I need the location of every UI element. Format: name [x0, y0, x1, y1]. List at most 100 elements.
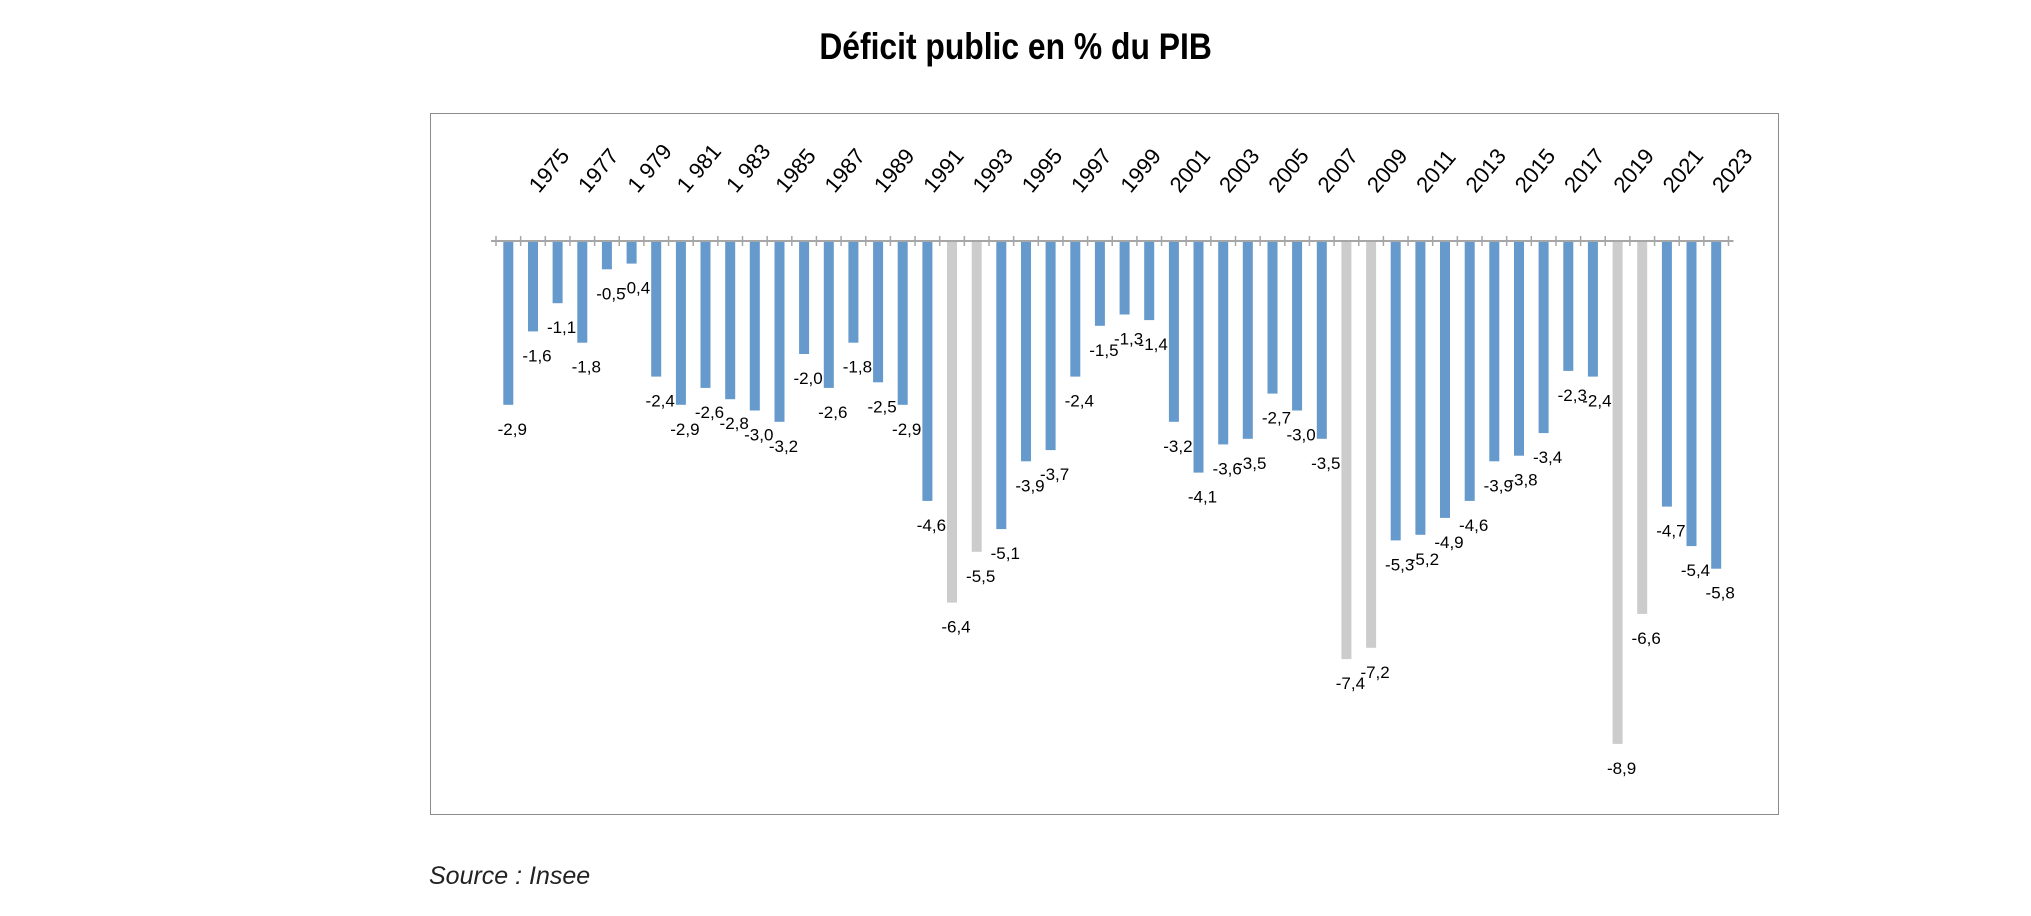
data-label-1978: -0,5: [596, 284, 625, 303]
x-tick-label: 1977: [573, 144, 624, 198]
bar-1989: [873, 241, 884, 383]
bar-1983: [725, 241, 736, 400]
x-tick-label: 1995: [1017, 144, 1068, 198]
x-tick-label: 1989: [869, 144, 920, 198]
x-tick-label: 2017: [1559, 144, 1610, 198]
bar-2020: [1637, 241, 1648, 614]
x-tick-label: 1993: [967, 144, 1018, 198]
bar-1974: [503, 241, 514, 405]
bar-2000: [1144, 241, 1155, 321]
data-label-1993: -5,5: [966, 567, 995, 586]
x-tick-label: 1985: [770, 144, 821, 198]
bar-2018: [1587, 241, 1598, 377]
bar-2007: [1316, 241, 1327, 439]
bar-1990: [897, 241, 908, 405]
bar-2021: [1661, 241, 1672, 507]
data-label-2006: -3,0: [1286, 426, 1315, 445]
data-label-2007: -3,5: [1311, 454, 1340, 473]
x-tick-label: 2007: [1312, 144, 1363, 198]
x-tick-label: 2001: [1165, 144, 1216, 198]
data-label-2001: -3,2: [1163, 437, 1192, 456]
bar-1995: [1021, 241, 1031, 462]
bar-2011: [1415, 241, 1426, 535]
data-label-1983: -2,8: [720, 414, 749, 433]
x-tick-label: 2013: [1460, 144, 1511, 198]
data-label-1999: -1,3: [1114, 329, 1143, 348]
data-label-1991: -4,6: [917, 516, 946, 535]
x-tick-label: 1991: [918, 144, 969, 198]
bar-1987: [823, 241, 834, 388]
bar-2022: [1686, 241, 1697, 547]
data-label-1977: -1,8: [572, 358, 601, 377]
data-label-2000: -1,4: [1139, 335, 1168, 354]
bar-2014: [1489, 241, 1500, 462]
bar-1977: [577, 241, 588, 343]
bar-2001: [1168, 241, 1179, 422]
data-label-1989: -2,5: [867, 397, 896, 416]
bar-2023: [1711, 241, 1722, 569]
data-label-1995: -3,9: [1015, 476, 1044, 495]
data-label-1998: -1,5: [1089, 341, 1118, 360]
data-label-2023: -5,8: [1706, 584, 1735, 603]
data-label-2004: -3,5: [1237, 454, 1266, 473]
chart-frame: 1975 1977 1 979 1 981 1 983 1985 1987 1989 1991 1…: [430, 113, 1779, 815]
bar-1975: [528, 241, 538, 332]
bar-2005: [1267, 241, 1278, 394]
bar-2012: [1440, 241, 1450, 518]
bar-2016: [1538, 241, 1549, 434]
data-label-2015: -3,8: [1508, 471, 1537, 490]
bar-1978: [601, 241, 612, 270]
data-label-1982: -2,6: [695, 403, 724, 422]
data-label-2010: -5,3: [1385, 555, 1414, 574]
data-label-1984: -3,0: [744, 426, 773, 445]
bar-2004: [1242, 241, 1253, 439]
x-tick-label: 1997: [1066, 144, 1117, 198]
x-tick-label: 2015: [1510, 144, 1561, 198]
data-label-1997: -2,4: [1065, 392, 1094, 411]
data-label-1986: -2,0: [793, 369, 822, 388]
data-label-2022: -5,4: [1681, 561, 1710, 580]
x-tick-label: 2011: [1411, 145, 1461, 197]
data-label-2016: -3,4: [1533, 448, 1562, 467]
data-label-2002: -4,1: [1188, 488, 1217, 507]
data-label-1994: -5,1: [991, 544, 1020, 563]
data-label-1975: -1,6: [522, 346, 551, 365]
data-label-2003: -3,6: [1213, 459, 1242, 478]
bar-1982: [700, 241, 711, 388]
data-label-1992: -6,4: [941, 618, 970, 637]
data-label-1987: -2,6: [818, 403, 847, 422]
data-label-2014: -3,9: [1484, 476, 1513, 495]
data-label-1981: -2,9: [670, 420, 699, 439]
x-tick-label: 2021: [1658, 144, 1709, 198]
data-label-1976: -1,1: [547, 318, 576, 337]
x-tick-label: 1 979: [622, 139, 677, 197]
bar-1993: [971, 241, 982, 552]
data-label-2020: -6,6: [1632, 629, 1661, 648]
bar-1999: [1119, 241, 1130, 315]
x-tick-label: 2003: [1214, 144, 1265, 198]
data-label-1988: -1,8: [843, 358, 872, 377]
data-label-1979: -0,4: [621, 279, 650, 298]
chart-source: Source : Insee: [429, 862, 591, 890]
data-label-2012: -4,9: [1434, 533, 1463, 552]
bar-1981: [675, 241, 686, 405]
bar-2003: [1218, 241, 1229, 445]
x-tick-label: 1 983: [721, 139, 776, 197]
x-tick-label: 2005: [1263, 144, 1314, 198]
bar-1986: [799, 241, 810, 354]
data-label-2017: -2,3: [1558, 386, 1587, 405]
x-tick-label: 1 981: [672, 139, 727, 197]
data-label-2009: -7,2: [1360, 663, 1389, 682]
bar-1984: [749, 241, 760, 411]
bar-2008: [1341, 241, 1352, 660]
data-label-1980: -2,4: [646, 392, 675, 411]
bar-1994: [996, 241, 1007, 530]
bar-2009: [1366, 241, 1377, 648]
data-label-2021: -4,7: [1656, 522, 1685, 541]
bar-1992: [947, 241, 957, 603]
bar-2002: [1193, 241, 1204, 473]
x-tick-label: 1975: [524, 144, 575, 198]
bar-2013: [1464, 241, 1475, 501]
bar-1980: [651, 241, 662, 377]
